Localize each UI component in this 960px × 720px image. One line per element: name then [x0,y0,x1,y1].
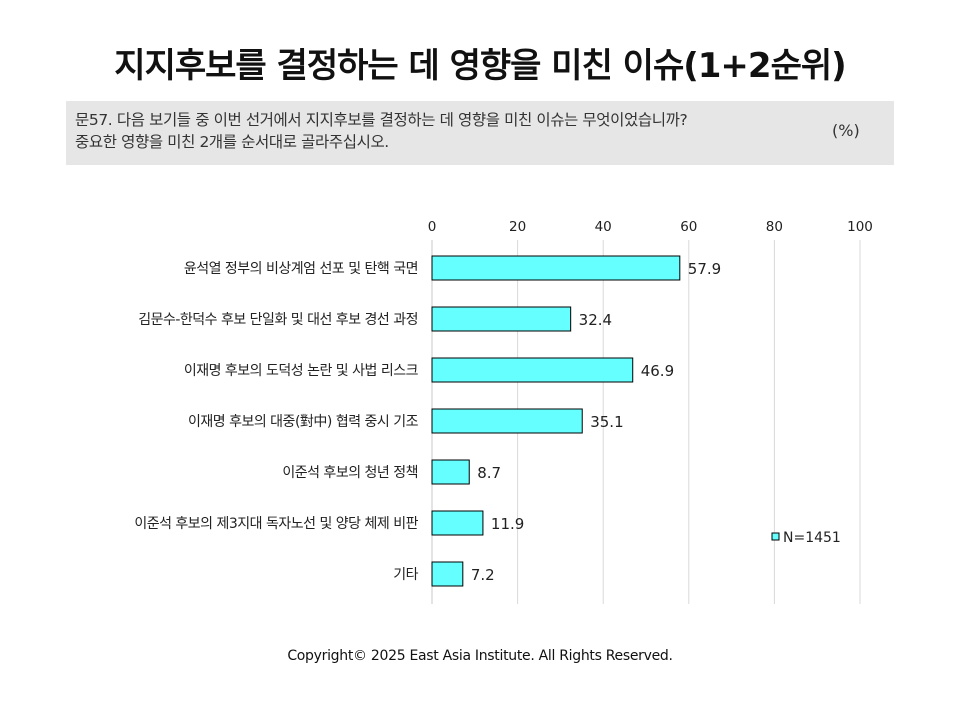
data-label: 32.4 [579,311,612,329]
x-tick-label: 60 [680,219,697,235]
question-box: 문57. 다음 보기들 중 이번 선거에서 지지후보를 결정하는 데 영향을 미… [66,101,894,165]
bar [431,408,583,434]
category-label: 김문수-한덕수 후보 단일화 및 대선 후보 경선 과정 [138,312,418,328]
data-label: 7.2 [471,566,495,584]
data-label: 35.1 [590,413,623,431]
question-line-1: 문57. 다음 보기들 중 이번 선거에서 지지후보를 결정하는 데 영향을 미… [75,111,688,129]
bar [431,357,634,383]
data-label: 8.7 [477,464,501,482]
category-label: 기타 [393,567,418,583]
bar [431,459,470,485]
category-label: 이재명 후보의 도덕성 논란 및 사법 리스크 [184,363,419,379]
bar [431,561,464,587]
data-label: 57.9 [688,260,721,278]
legend-label: N=1451 [783,530,841,546]
unit-label: (%) [832,121,860,140]
bar [431,510,484,536]
x-tick-label: 20 [509,219,526,235]
data-label: 11.9 [491,515,524,533]
category-label: 이준석 후보의 제3지대 독자노선 및 양당 체제 비판 [134,516,418,532]
legend-swatch [771,532,780,541]
chart-title: 지지후보를 결정하는 데 영향을 미친 이슈(1+2순위) [114,46,846,86]
x-tick-label: 80 [766,219,783,235]
category-label: 이준석 후보의 청년 정책 [282,465,418,481]
question-line-2: 중요한 영향을 미친 2개를 순서대로 골라주십시오. [75,133,389,151]
data-label: 46.9 [641,362,674,380]
x-tick-label: 40 [595,219,612,235]
bar [431,306,572,332]
category-label: 윤석열 정부의 비상계엄 선포 및 탄핵 국면 [184,261,418,277]
bar [431,255,681,281]
copyright-footer: Copyright© 2025 East Asia Institute. All… [287,648,673,664]
x-tick-label: 100 [847,219,873,235]
category-label: 이재명 후보의 대중(對中) 협력 중시 기조 [188,414,419,430]
question-text: 문57. 다음 보기들 중 이번 선거에서 지지후보를 결정하는 데 영향을 미… [75,109,688,153]
x-tick-label: 0 [428,219,437,235]
